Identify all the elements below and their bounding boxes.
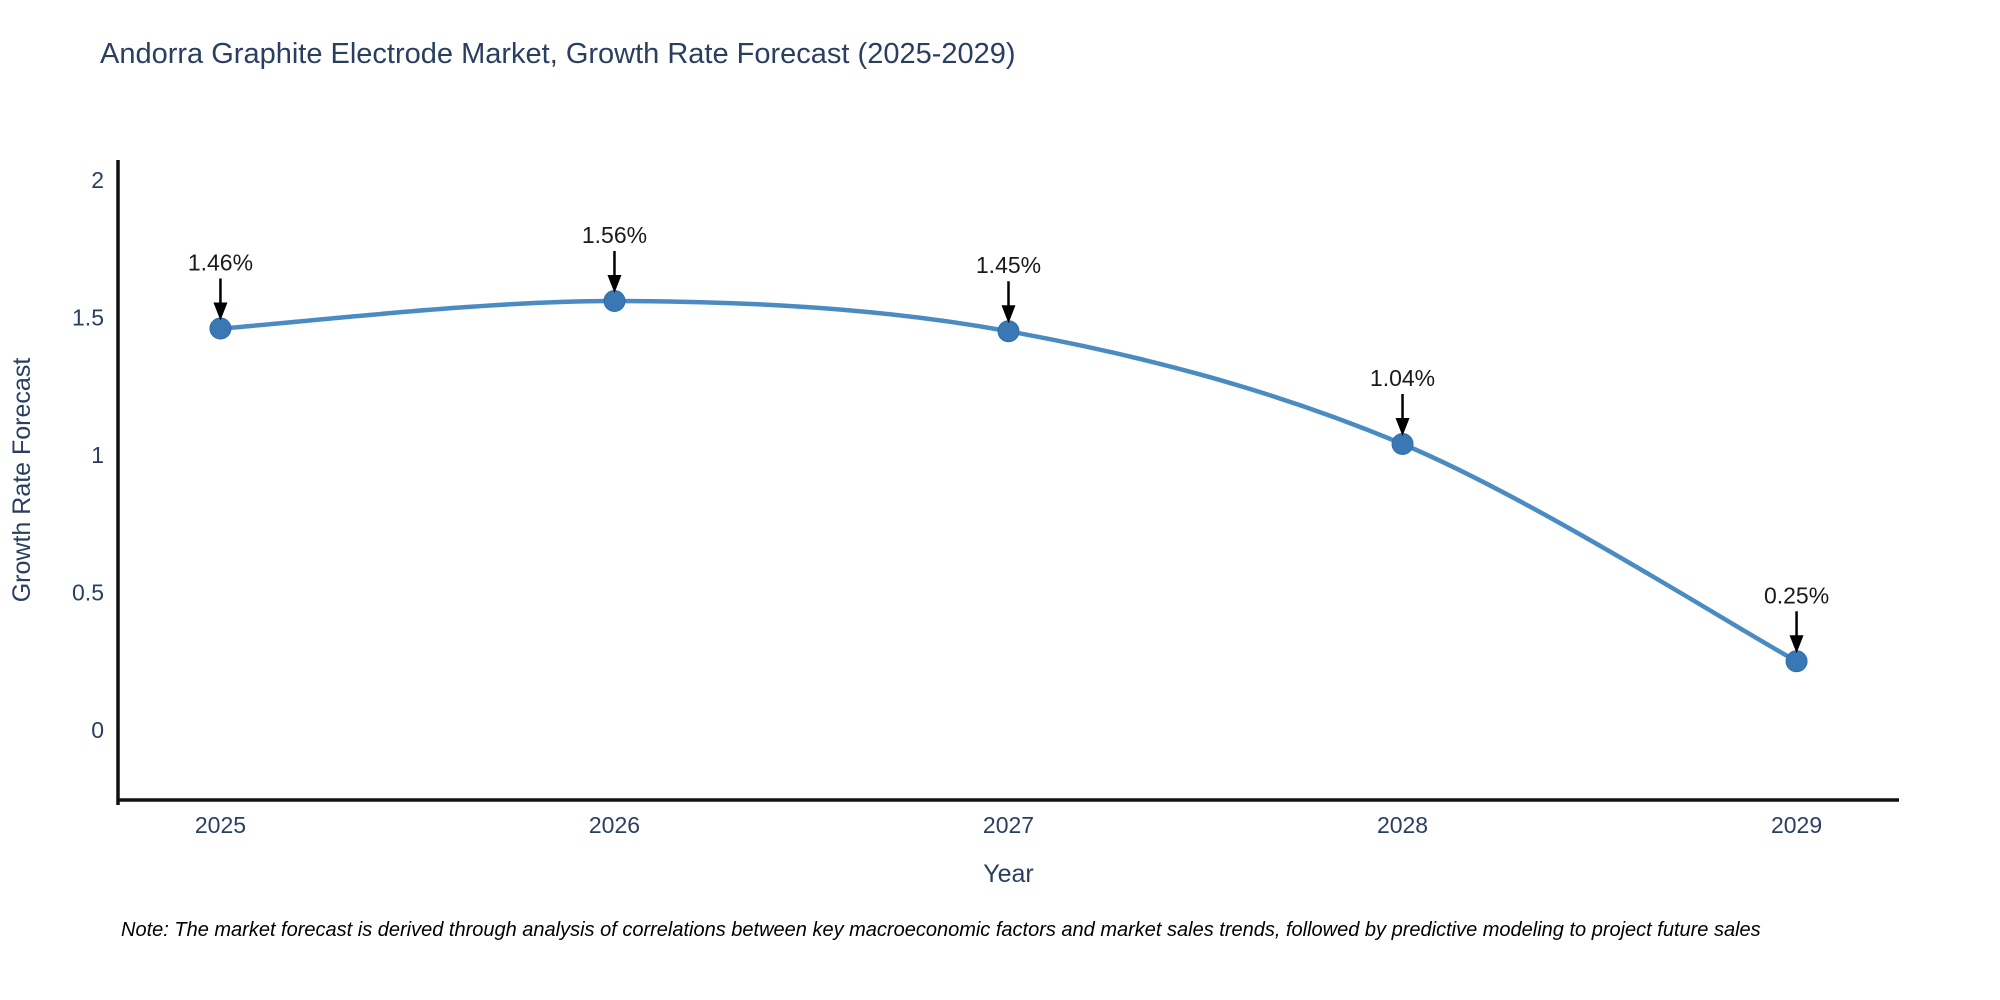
x-tick-label: 2029: [1771, 812, 1822, 838]
data-point-marker[interactable]: [997, 320, 1020, 343]
data-point-marker[interactable]: [209, 317, 232, 340]
annotation-arrow-head: [213, 302, 228, 321]
y-tick-label: 0: [91, 717, 104, 743]
x-tick-label: 2026: [589, 812, 640, 838]
data-point-marker[interactable]: [1391, 433, 1414, 456]
x-tick-label: 2025: [195, 812, 246, 838]
x-tick-label: 2028: [1377, 812, 1428, 838]
y-tick-label: 1: [91, 442, 104, 468]
y-axis-title: Growth Rate Forecast: [8, 358, 36, 603]
x-axis-title: Year: [983, 860, 1034, 888]
chart-title: Andorra Graphite Electrode Market, Growt…: [100, 38, 1016, 70]
data-point-label: 1.56%: [582, 222, 647, 248]
annotation-arrow-head: [1395, 418, 1410, 437]
plot-area[interactable]: [118, 160, 1899, 800]
data-point-label: 1.45%: [976, 252, 1041, 278]
data-point-label: 0.25%: [1764, 582, 1829, 608]
y-tick-label: 1.5: [72, 304, 104, 330]
y-tick-label: 2: [91, 167, 104, 193]
x-tick-label: 2027: [983, 812, 1034, 838]
data-point-label: 1.04%: [1370, 365, 1435, 391]
data-point-label: 1.46%: [188, 249, 253, 275]
footnote: Note: The market forecast is derived thr…: [121, 919, 1761, 941]
annotation-arrow-head: [1001, 305, 1016, 324]
data-point-marker[interactable]: [603, 289, 626, 312]
annotation-arrow-head: [1789, 635, 1804, 654]
y-tick-label: 0.5: [72, 580, 104, 606]
annotation-arrow-head: [607, 274, 622, 293]
data-point-marker[interactable]: [1785, 650, 1808, 673]
